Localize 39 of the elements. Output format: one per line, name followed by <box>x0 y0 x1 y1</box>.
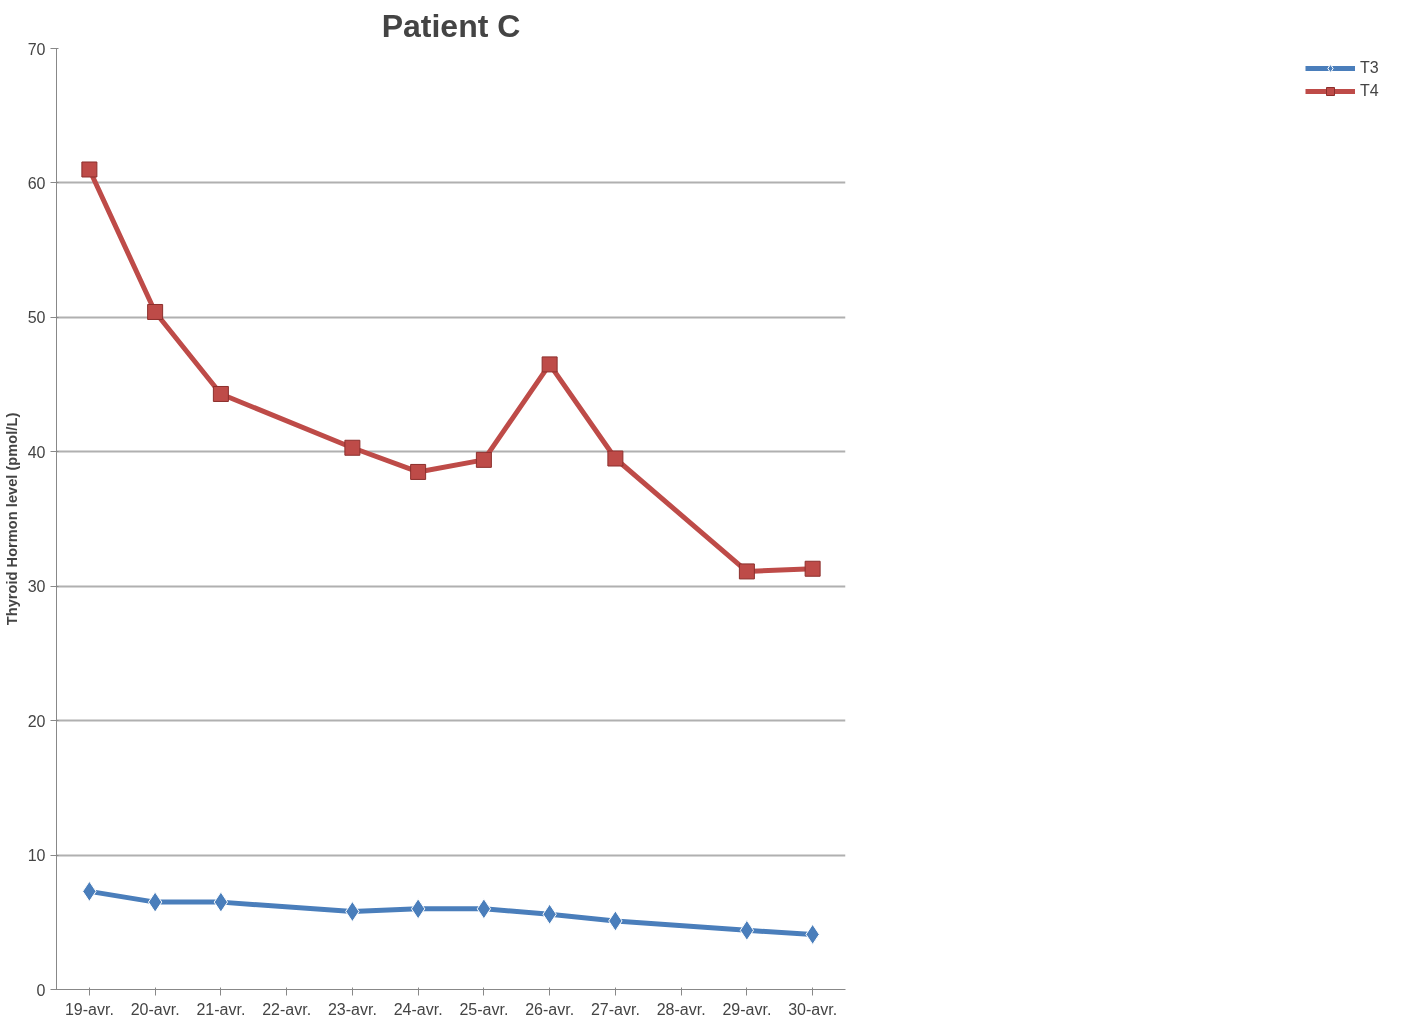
point <box>147 303 164 320</box>
x-tick-label: 19-avr. <box>64 1000 114 1018</box>
point <box>738 563 755 580</box>
x-tick-label: 20-avr. <box>130 1000 180 1018</box>
point <box>607 450 624 467</box>
point <box>476 898 492 920</box>
point <box>739 919 755 941</box>
y-tick-label: 40 <box>27 443 46 461</box>
x-tick-label: 24-avr. <box>393 1000 443 1018</box>
point <box>212 385 229 402</box>
point <box>410 463 427 480</box>
point <box>147 891 163 913</box>
x-tick-label: 29-avr. <box>722 1000 772 1018</box>
point <box>804 560 821 577</box>
x-tick-label: 23-avr. <box>327 1000 377 1018</box>
point <box>213 891 229 913</box>
y-tick-label: 0 <box>36 981 46 999</box>
y-axis-title: Thyroid Hormon level (pmol/L) <box>3 412 20 626</box>
x-tick-label: 25-avr. <box>459 1000 509 1018</box>
legend-label: T3 <box>1360 59 1380 77</box>
x-tick-label: 30-avr. <box>788 1000 838 1018</box>
x-tick-label: 27-avr. <box>590 1000 640 1018</box>
y-tick-label: 30 <box>27 578 46 596</box>
legend-label: T4 <box>1360 82 1380 100</box>
point <box>81 161 98 178</box>
point <box>541 356 558 373</box>
y-tick-label: 60 <box>27 174 46 192</box>
y-tick-label: 20 <box>27 712 46 730</box>
x-tick-label: 26-avr. <box>525 1000 575 1018</box>
x-tick-label: 28-avr. <box>656 1000 706 1018</box>
point <box>475 451 492 468</box>
point <box>344 439 361 456</box>
point <box>410 898 426 920</box>
x-tick-label: 22-avr. <box>262 1000 312 1018</box>
y-tick-label: 10 <box>27 847 46 865</box>
y-tick-label: 50 <box>27 309 46 327</box>
y-tick-label: 70 <box>27 40 46 58</box>
chart-title: Patient C <box>381 7 521 44</box>
x-tick-label: 21-avr. <box>196 1000 246 1018</box>
